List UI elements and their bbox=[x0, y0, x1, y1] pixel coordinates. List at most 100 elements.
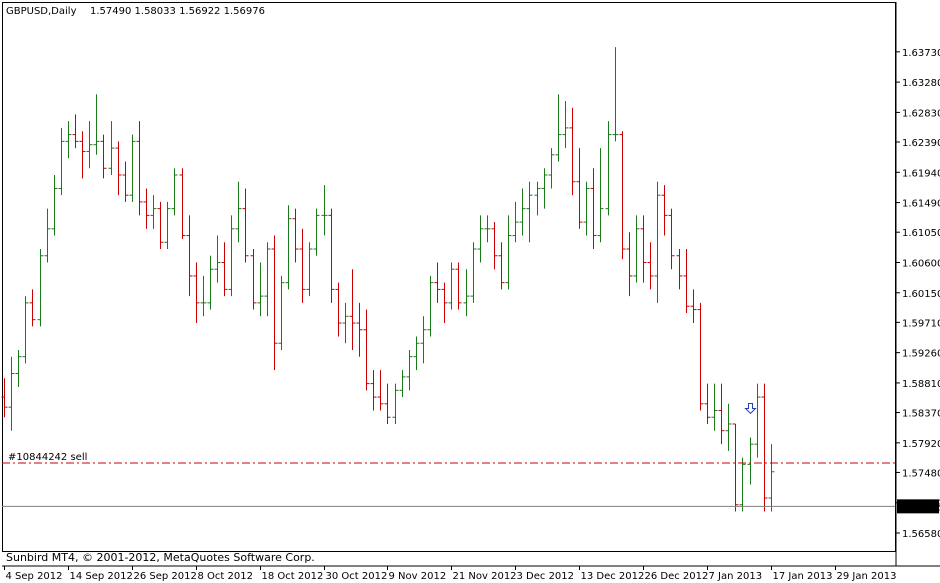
ohlc-bar bbox=[93, 94, 100, 155]
ohlc-bar bbox=[732, 423, 739, 512]
ohlc-bar bbox=[406, 349, 413, 391]
ohlc-bar bbox=[44, 208, 51, 263]
ohlc-bar bbox=[597, 148, 604, 243]
price-axis-label: 1.59260 bbox=[902, 349, 940, 360]
ohlc-bar bbox=[221, 242, 228, 297]
ohlc-bar bbox=[186, 215, 193, 297]
ohlc-bar bbox=[392, 383, 399, 424]
ohlc-bar bbox=[79, 131, 86, 179]
ohlc-bar bbox=[534, 181, 541, 216]
ohlc-bar bbox=[498, 242, 505, 290]
current-price-tag bbox=[897, 499, 939, 514]
ohlc-bar bbox=[420, 316, 427, 364]
ohlc-bar bbox=[676, 249, 683, 290]
ohlc-bar bbox=[754, 383, 761, 458]
ohlc-bar bbox=[15, 349, 22, 387]
ohlc-bar bbox=[484, 215, 491, 243]
price-axis-label: 1.58370 bbox=[902, 409, 940, 420]
ohlc-bar bbox=[761, 383, 768, 512]
ohlc-bar bbox=[640, 215, 647, 283]
copyright-footer: Sunbird MT4, © 2001-2012, MetaQuotes Sof… bbox=[6, 551, 315, 564]
ohlc-bar bbox=[370, 370, 377, 411]
time-axis: 4 Sep 2012 14 Sep 2012 26 Sep 2012 8 Oct 20… bbox=[4, 566, 897, 582]
ohlc-bar bbox=[612, 47, 619, 142]
down-arrow-icon-shape bbox=[744, 402, 757, 415]
ohlc-bar bbox=[207, 255, 214, 310]
ohlc-bar bbox=[115, 141, 122, 196]
ohlc-bar bbox=[22, 296, 29, 364]
ohlc-readout: 1.57490 1.58033 1.56922 1.56976 bbox=[90, 6, 265, 17]
price-axis-label: 1.58810 bbox=[902, 379, 940, 390]
ohlc-bar bbox=[562, 100, 569, 149]
ohlc-bar bbox=[718, 383, 725, 445]
ohlc-bar bbox=[661, 185, 668, 236]
ohlc-bar bbox=[264, 242, 271, 317]
ohlc-bar bbox=[647, 242, 654, 290]
time-axis-label: 3 Dec 2012 bbox=[517, 571, 575, 582]
price-axis-label: 1.56580 bbox=[902, 529, 940, 540]
ohlc-bar bbox=[377, 370, 384, 411]
price-axis-label: 1.57920 bbox=[902, 439, 940, 450]
ohlc-bar bbox=[328, 208, 335, 303]
time-axis-label: 13 Dec 2012 bbox=[581, 571, 645, 582]
ohlc-bar bbox=[477, 215, 484, 263]
ohlc-bar bbox=[235, 181, 242, 243]
ohlc-bar bbox=[313, 208, 320, 256]
ohlc-bar bbox=[250, 249, 257, 310]
ohlc-bar bbox=[164, 201, 171, 250]
price-axis-label: 1.60600 bbox=[902, 258, 940, 269]
ohlc-bar bbox=[690, 289, 697, 324]
ohlc-bar bbox=[108, 121, 115, 175]
price-axis-label: 1.62830 bbox=[902, 108, 940, 119]
ohlc-bar bbox=[455, 262, 462, 310]
ohlc-bar bbox=[349, 269, 356, 350]
ohlc-bar bbox=[214, 235, 221, 283]
price-axis-label: 1.63730 bbox=[902, 48, 940, 59]
ohlc-bar bbox=[526, 181, 533, 243]
order-line-label: #10844242 sell bbox=[8, 452, 87, 463]
ohlc-bar bbox=[72, 114, 79, 149]
price-axis-label: 1.60150 bbox=[902, 289, 940, 300]
time-axis-label: 26 Dec 2012 bbox=[645, 571, 709, 582]
ohlc-bar bbox=[356, 302, 363, 357]
ohlc-bar bbox=[725, 403, 732, 451]
ohlc-bar bbox=[86, 121, 93, 169]
ohlc-bar bbox=[228, 215, 235, 297]
ohlc-bar bbox=[384, 383, 391, 424]
ohlc-bar bbox=[122, 161, 129, 202]
ohlc-bar bbox=[512, 201, 519, 243]
ohlc-bar bbox=[697, 302, 704, 411]
ohlc-bar bbox=[363, 309, 370, 391]
time-axis-label: 14 Sep 2012 bbox=[70, 571, 133, 582]
ohlc-bar bbox=[193, 262, 200, 324]
time-axis-label: 9 Nov 2012 bbox=[389, 571, 447, 582]
ohlc-bar bbox=[399, 370, 406, 398]
ohlc-bar bbox=[1, 378, 8, 418]
ohlc-bar bbox=[548, 148, 555, 189]
down-arrow-icon[interactable] bbox=[744, 402, 757, 415]
symbol-label: GBPUSD,Daily bbox=[6, 6, 77, 17]
ohlc-bar bbox=[278, 275, 285, 350]
ohlc-bar bbox=[427, 275, 434, 337]
price-axis-label: 1.63280 bbox=[902, 78, 940, 89]
ohlc-bar bbox=[299, 228, 306, 303]
ohlc-bar bbox=[654, 181, 661, 303]
ohlc-bar bbox=[285, 205, 292, 290]
ohlc-bar bbox=[747, 437, 754, 485]
ohlc-bar bbox=[321, 185, 328, 236]
price-axis: 1.63730 1.63280 1.62830 1.62390 1.61940 1.614… bbox=[896, 48, 940, 540]
price-axis-label: 1.61490 bbox=[902, 199, 940, 210]
time-axis-label: 30 Oct 2012 bbox=[326, 571, 388, 582]
ohlc-bar bbox=[441, 282, 448, 324]
ohlc-bar bbox=[704, 383, 711, 424]
ohlc-bar bbox=[519, 188, 526, 236]
time-axis-label: 29 Jan 2013 bbox=[837, 571, 897, 582]
ohlc-bar bbox=[200, 275, 207, 317]
ohlc-bar bbox=[136, 121, 143, 216]
ohlc-bar bbox=[505, 215, 512, 290]
ohlc-bar bbox=[583, 181, 590, 236]
price-axis-label: 1.59710 bbox=[902, 318, 940, 329]
ohlc-bar bbox=[242, 188, 249, 263]
ohlc-bar bbox=[434, 262, 441, 303]
